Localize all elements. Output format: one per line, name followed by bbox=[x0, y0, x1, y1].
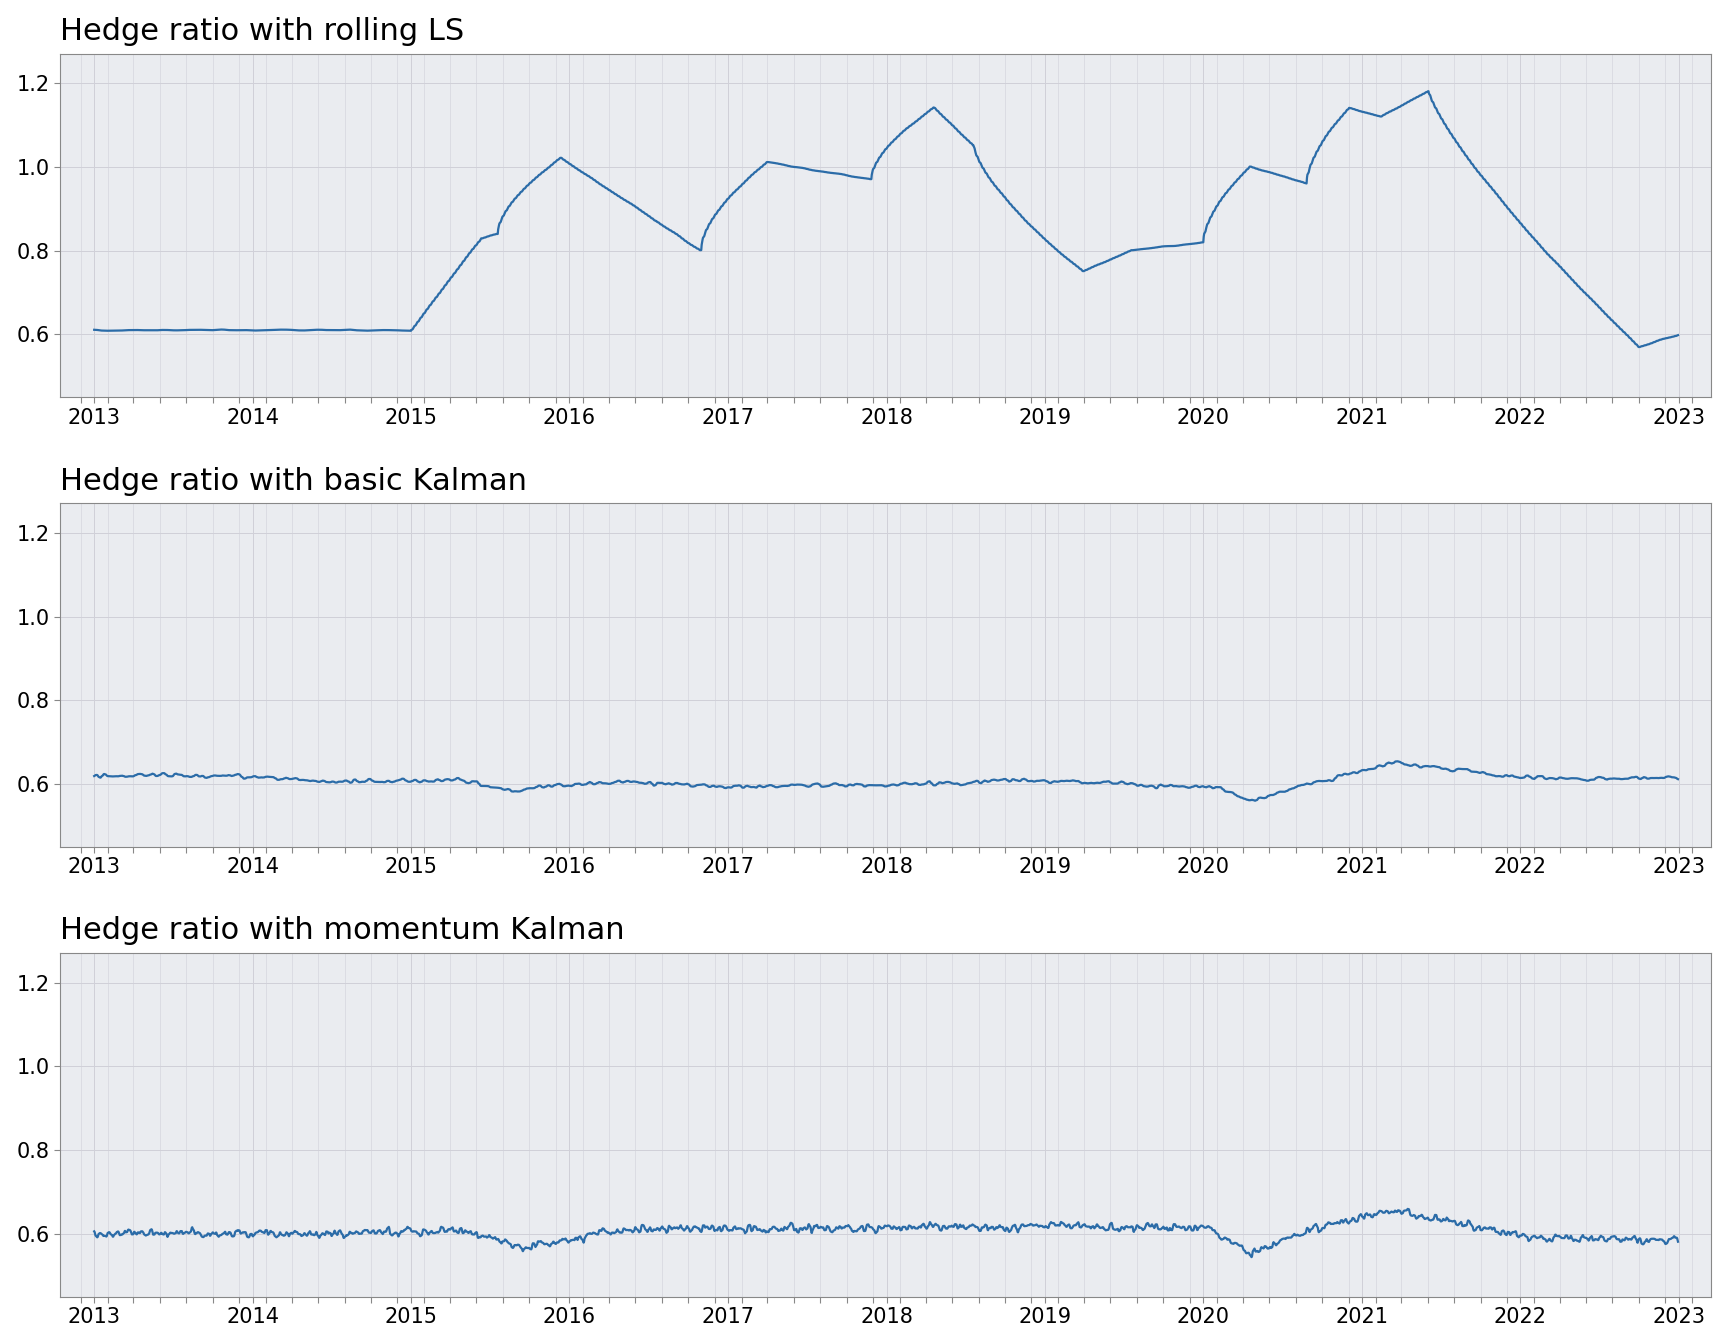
Text: Hedge ratio with rolling LS: Hedge ratio with rolling LS bbox=[60, 16, 465, 46]
Text: Hedge ratio with basic Kalman: Hedge ratio with basic Kalman bbox=[60, 466, 527, 496]
Text: Hedge ratio with momentum Kalman: Hedge ratio with momentum Kalman bbox=[60, 917, 626, 945]
